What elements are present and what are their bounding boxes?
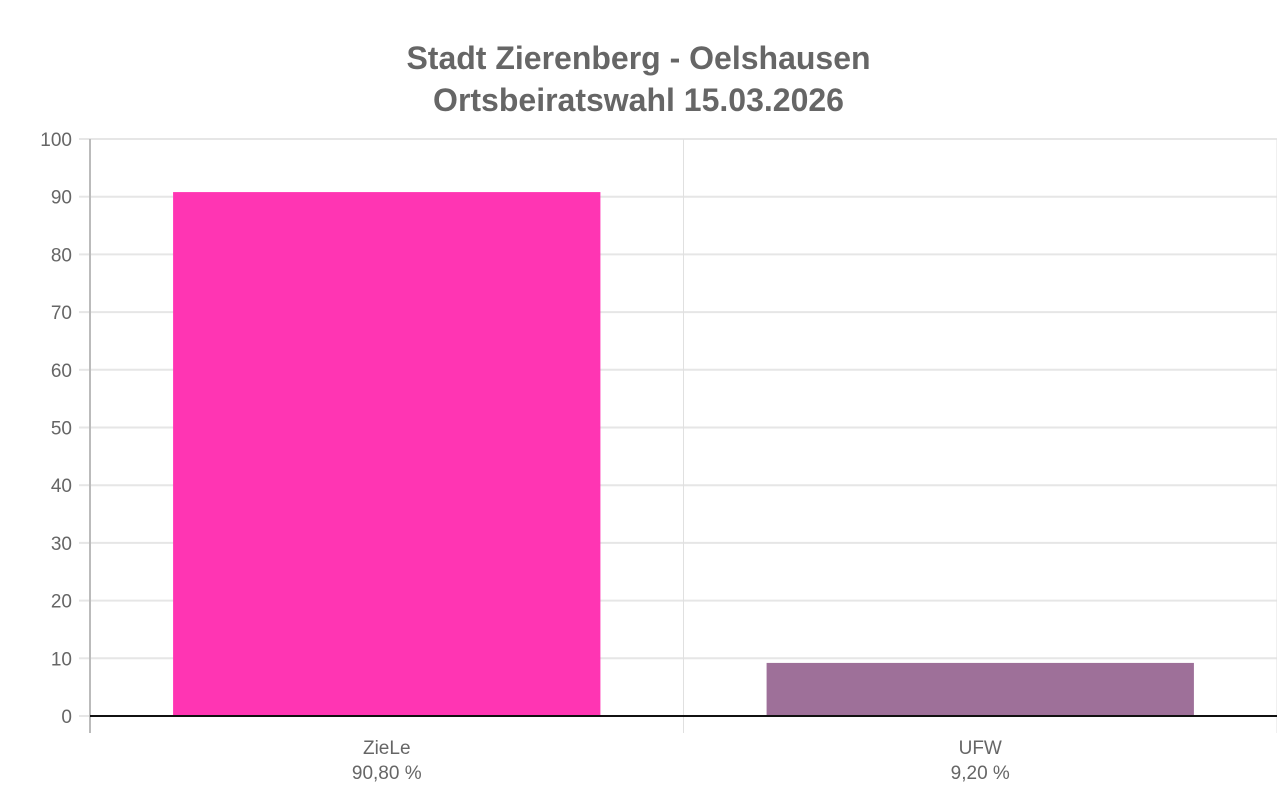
y-tick-label: 100 [40,130,72,151]
x-tick-sublabel: 90,80 % [352,763,422,784]
chart-title-line-2: Ortsbeiratswahl 15.03.2026 [433,82,844,118]
chart-title-line-1: Stadt Zierenberg - Oelshausen [406,40,871,76]
y-tick-label: 30 [51,534,72,555]
y-tick-label: 90 [51,188,72,209]
y-tick-label: 20 [51,592,72,613]
x-tick-label: ZieLe [363,738,411,759]
y-tick-label: 60 [51,361,72,382]
y-tick-label: 80 [51,245,72,266]
y-tick-label: 50 [51,419,72,440]
y-tick-label: 10 [51,649,72,670]
y-tick-label: 40 [51,476,72,497]
y-tick-label: 70 [51,303,72,324]
bar-ufw [766,662,1194,716]
bar-ziele [173,192,601,717]
y-tick-label: 0 [61,707,72,728]
x-tick-sublabel: 9,20 % [951,763,1010,784]
x-tick-label: UFW [959,738,1002,759]
